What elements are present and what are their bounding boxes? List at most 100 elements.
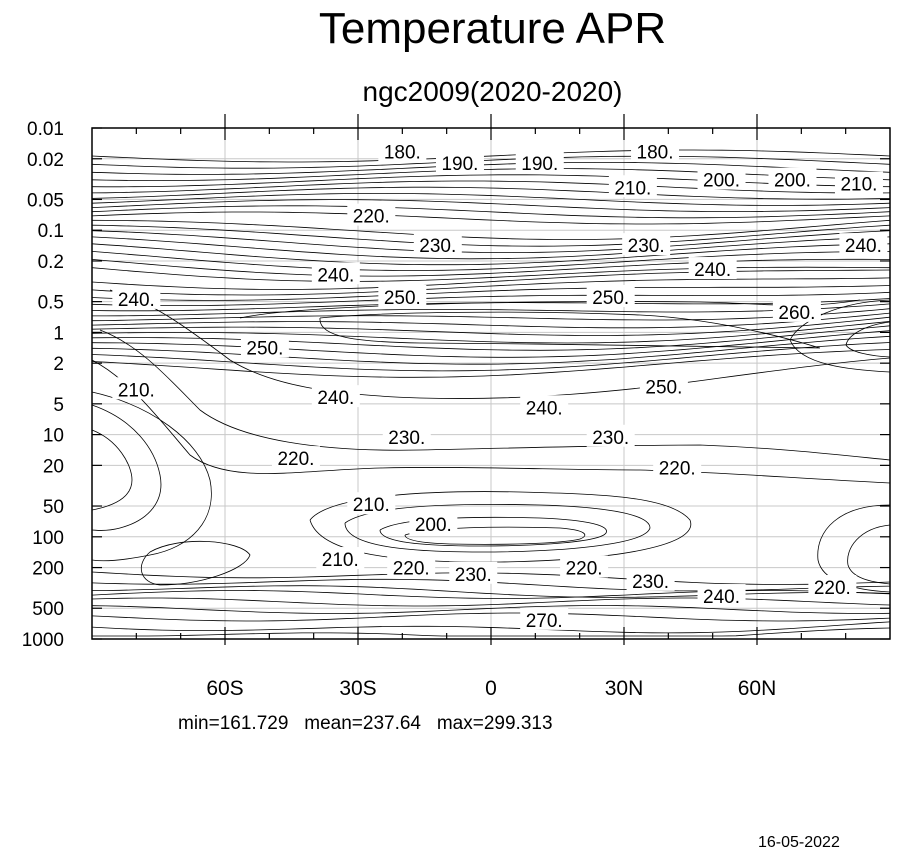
contour-label-bg xyxy=(435,150,484,173)
contour-line xyxy=(91,312,891,329)
date-stamp: 16-05-2022 xyxy=(758,834,840,851)
contour-label-bg xyxy=(112,377,161,400)
contour-label-bg xyxy=(653,455,702,478)
contour-label-bg xyxy=(639,374,688,397)
contour-line xyxy=(91,429,133,511)
contour-line xyxy=(319,311,821,349)
contour-label-bg xyxy=(387,555,436,578)
stat-mean: mean=237.64 xyxy=(304,713,421,734)
contour-line xyxy=(91,266,891,282)
contour-label: 210. xyxy=(118,380,155,401)
contour-label-bg xyxy=(271,446,320,469)
contour-label: 240. xyxy=(118,290,155,311)
contour-line xyxy=(91,205,891,219)
contour-label-bg xyxy=(697,167,746,190)
contour-label: 200. xyxy=(703,171,740,192)
contour-label-bg xyxy=(347,203,396,226)
contour-label: 180. xyxy=(637,143,674,164)
x-tick-label: 60N xyxy=(738,677,777,700)
contour-line xyxy=(92,303,891,317)
contour-line xyxy=(91,316,891,336)
contour-label: 250. xyxy=(592,288,629,309)
contour-labels: 180. 190. 190. 180. 200. 200. 210. 210. 220. 230.… xyxy=(112,139,888,632)
contour-line xyxy=(91,585,891,598)
y-tick-label: 500 xyxy=(32,599,64,620)
contour-line xyxy=(91,597,891,607)
contour-label-bg xyxy=(311,262,360,285)
y-tick-label: 1 xyxy=(53,323,64,344)
contour-line xyxy=(91,243,891,266)
chart-subtitle: ngc2009(2020-2020) xyxy=(362,76,623,107)
contour-label: 240. xyxy=(317,265,354,286)
contour-label: 240. xyxy=(526,398,563,419)
contour-label: 180. xyxy=(384,143,421,164)
contour-line xyxy=(91,330,891,358)
contour-label-bg xyxy=(839,233,888,256)
contour-line xyxy=(91,590,891,599)
contour-line xyxy=(91,193,891,206)
contour-line xyxy=(91,230,891,253)
contour-line xyxy=(91,162,891,175)
contour-label-bg xyxy=(608,175,657,198)
contour-line xyxy=(91,404,162,531)
contour-label: 250. xyxy=(645,378,682,399)
contour-line xyxy=(91,612,891,622)
contour-line xyxy=(91,391,212,562)
contour-label-bg xyxy=(413,233,462,256)
contour-line xyxy=(91,269,891,290)
contour-label: 200. xyxy=(415,515,452,536)
contour-line xyxy=(91,199,891,212)
contour-label: 230. xyxy=(628,236,665,257)
contour-label-bg xyxy=(240,335,289,358)
contour-line xyxy=(847,524,891,585)
contour-label: 190. xyxy=(521,154,558,175)
y-axis-tick-labels: 0.01 0.02 0.05 0.1 0.2 0.5 1 2 5 10 20 50 100 200 500 1… xyxy=(22,119,64,651)
contour-label-bg xyxy=(311,385,360,408)
contour-label-bg xyxy=(378,139,427,162)
contour-line xyxy=(91,155,891,169)
contour-line xyxy=(91,219,891,240)
contour-line xyxy=(91,149,891,163)
contour-label: 210. xyxy=(353,495,390,516)
contour-line xyxy=(91,258,890,277)
x-axis-tick-labels: 60S 30S 0 30N 60N xyxy=(206,677,776,700)
contour-label-bg xyxy=(112,286,161,309)
contour-label: 210. xyxy=(840,175,877,196)
stat-min: min=161.729 xyxy=(178,713,289,734)
axis-ticks xyxy=(92,114,890,645)
contour-line xyxy=(91,180,891,194)
contour-label: 230. xyxy=(592,428,629,449)
contour-label: 270. xyxy=(526,611,563,632)
contour-line xyxy=(344,503,651,553)
contour-line xyxy=(109,289,891,399)
contour-label: 250. xyxy=(384,288,421,309)
contour-line xyxy=(91,308,891,322)
contour-label: 210. xyxy=(322,550,359,571)
contour-label-bg xyxy=(449,561,498,584)
contour-label: 230. xyxy=(455,565,492,586)
contour-label: 230. xyxy=(419,236,456,257)
contour-label-bg xyxy=(808,575,857,598)
contour-label-bg xyxy=(586,284,635,307)
contour-line xyxy=(91,359,891,484)
y-tick-label: 0.02 xyxy=(27,150,64,171)
contour-line xyxy=(91,211,891,225)
contour-line xyxy=(789,299,891,373)
contour-label-bg xyxy=(347,492,396,515)
y-tick-label: 10 xyxy=(43,426,64,447)
contour-line xyxy=(91,349,891,378)
chart-title: Temperature APR xyxy=(318,4,667,53)
contour-line xyxy=(91,291,891,306)
contour-label-bg xyxy=(520,607,569,630)
contour-label-bg xyxy=(382,424,431,447)
contour-line xyxy=(91,174,891,188)
contour-label: 220. xyxy=(659,459,696,480)
contour-label: 220. xyxy=(566,559,603,580)
contour-label: 240. xyxy=(694,260,731,281)
stat-max: max=299.313 xyxy=(436,713,553,734)
y-tick-label: 0.2 xyxy=(38,252,64,273)
contour-line xyxy=(91,321,891,344)
contour-line xyxy=(91,285,891,301)
y-tick-label: 5 xyxy=(53,395,64,416)
contour-label: 200. xyxy=(774,171,811,192)
